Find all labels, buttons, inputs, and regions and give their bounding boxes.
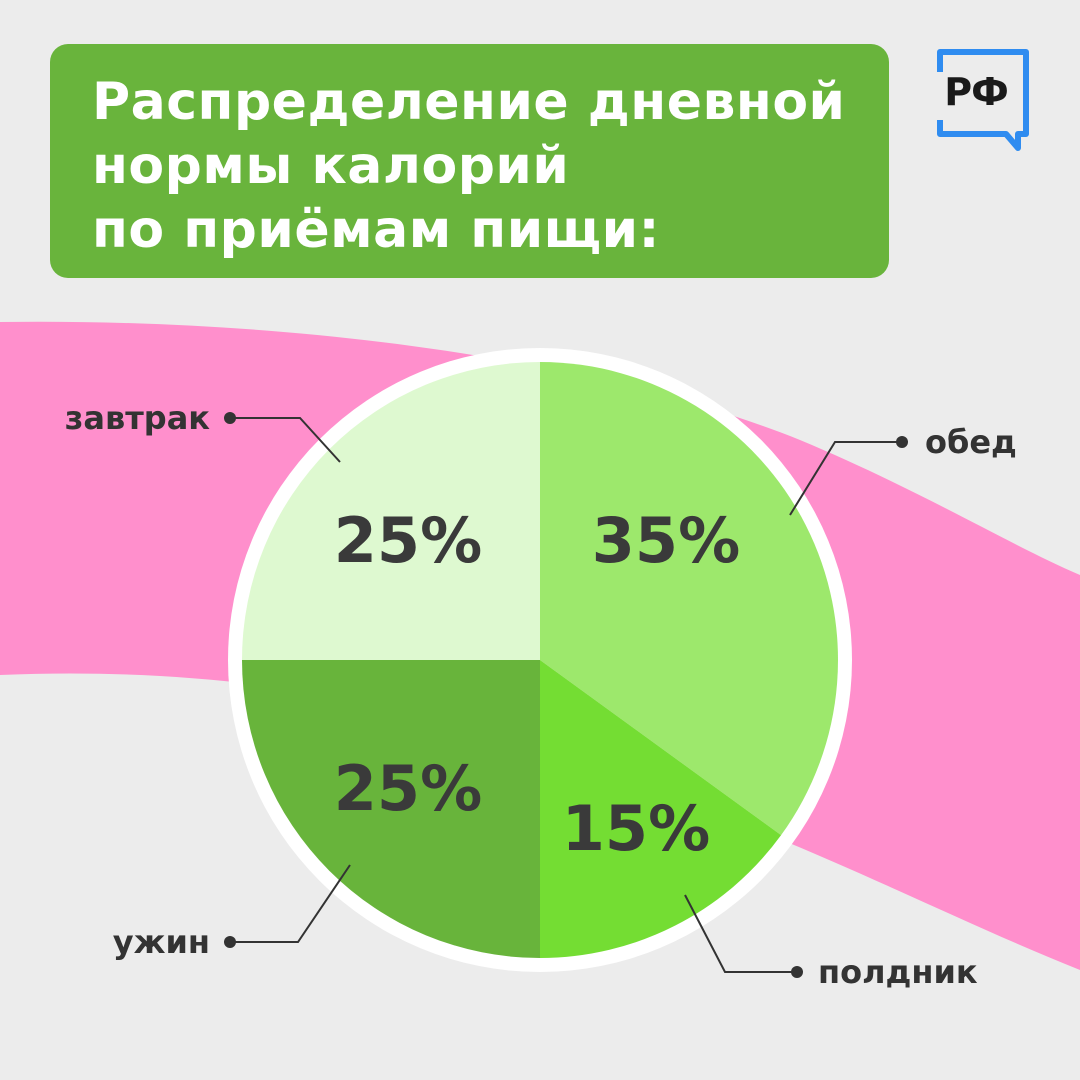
title-line-1: Распределение дневной (92, 72, 846, 132)
leader-line (789, 441, 902, 516)
pie-slice-1 (540, 660, 782, 958)
leader-dot (224, 936, 236, 948)
leader-dot (791, 966, 803, 978)
leader-line (230, 864, 351, 943)
title-panel: Распределение дневной нормы калорий по п… (50, 44, 889, 278)
slice-category-label: ужин (113, 923, 210, 961)
leader-line (684, 894, 797, 973)
pie-slice-0 (540, 362, 839, 836)
leader-dot (224, 412, 236, 424)
title-line-3: по приёмам пищи: (92, 200, 660, 260)
slice-value-label: 25% (334, 752, 482, 825)
leader-line (230, 417, 341, 463)
slice-value-label: 25% (334, 504, 482, 577)
pie-slice-2 (242, 660, 540, 958)
pie-slice-3 (242, 362, 540, 660)
slice-category-label: обед (925, 423, 1017, 461)
slice-value-label: 35% (592, 504, 740, 577)
leader-dot (896, 436, 908, 448)
rf-speech-bubble-icon (937, 49, 1029, 151)
page-title: Распределение дневной нормы калорий по п… (92, 70, 869, 262)
slice-category-label: полдник (818, 953, 978, 991)
slice-category-label: завтрак (65, 399, 210, 437)
logo-text: РФ (944, 70, 1009, 114)
slice-value-label: 15% (562, 792, 710, 865)
title-line-2: нормы калорий (92, 136, 570, 196)
